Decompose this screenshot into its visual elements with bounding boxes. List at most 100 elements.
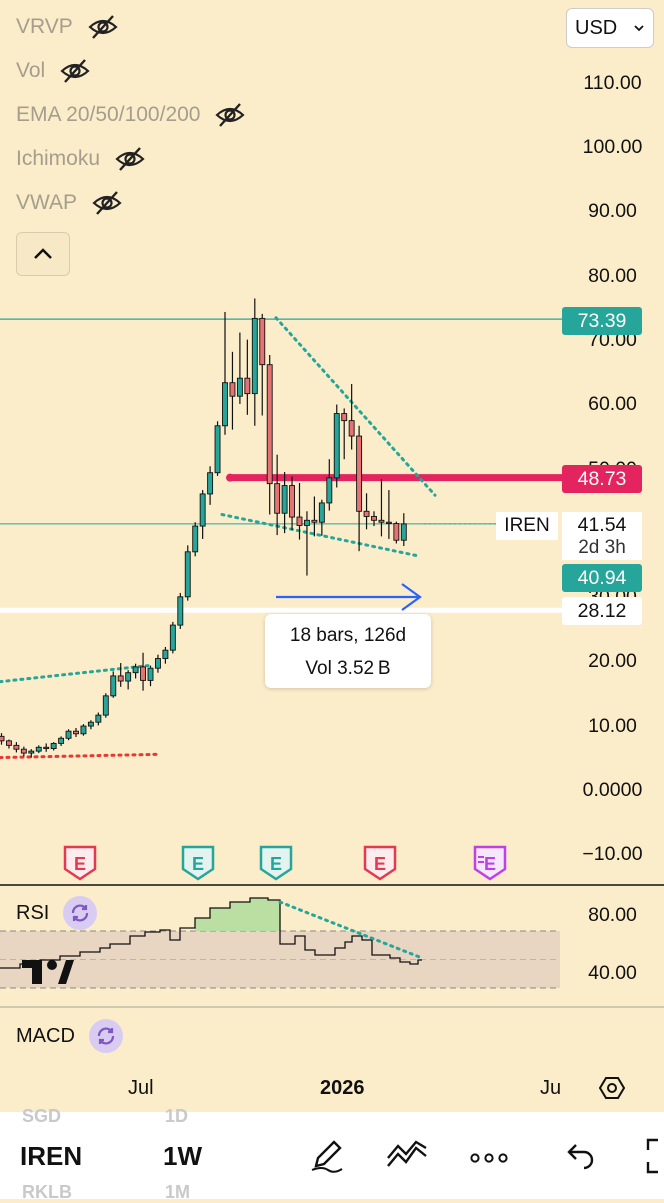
candle[interactable]: [125, 670, 132, 690]
level-anchor[interactable]: [226, 473, 234, 482]
symbol-selector[interactable]: IREN: [20, 1141, 83, 1171]
symbol-next[interactable]: RKLB: [22, 1182, 72, 1202]
eye-off-icon[interactable]: [87, 14, 119, 40]
candle[interactable]: [296, 483, 303, 540]
candle[interactable]: [58, 736, 65, 746]
candle[interactable]: [177, 592, 184, 629]
candle[interactable]: [192, 522, 199, 557]
indicator-row[interactable]: Vol: [16, 58, 91, 84]
eye-off-icon[interactable]: [91, 190, 123, 216]
candle[interactable]: [333, 404, 340, 488]
earnings-letter: E: [74, 854, 86, 874]
undo-icon[interactable]: [566, 1142, 596, 1175]
indicator-row[interactable]: VRVP: [16, 14, 119, 40]
candle[interactable]: [102, 693, 109, 718]
candle[interactable]: [132, 663, 139, 679]
candle[interactable]: [199, 490, 206, 539]
interval-next[interactable]: 1M: [165, 1182, 191, 1202]
interval-selector[interactable]: 1W: [163, 1141, 202, 1171]
candle[interactable]: [5, 739, 12, 749]
level-badge-white[interactable]: 28.12: [562, 597, 642, 625]
earnings-letter: E: [192, 854, 204, 874]
candle[interactable]: [318, 499, 325, 536]
eye-off-icon[interactable]: [59, 58, 91, 84]
draw-pen-icon[interactable]: [308, 1136, 346, 1179]
candle[interactable]: [50, 742, 57, 751]
candle[interactable]: [28, 749, 35, 758]
candle[interactable]: [65, 729, 72, 741]
earnings-marker[interactable]: E: [473, 845, 507, 881]
trendline-resistance[interactable]: [274, 316, 437, 497]
fullscreen-icon[interactable]: [644, 1138, 664, 1179]
candle[interactable]: [385, 490, 392, 539]
candle[interactable]: [281, 472, 288, 534]
candle[interactable]: [251, 298, 258, 426]
candle[interactable]: [363, 493, 370, 530]
indicator-row[interactable]: EMA 20/50/100/200: [16, 102, 246, 128]
candle[interactable]: [289, 476, 295, 530]
level-badge-low[interactable]: 40.94: [562, 564, 642, 592]
chart-settings-icon[interactable]: [598, 1074, 626, 1107]
indicators-icon[interactable]: [386, 1138, 428, 1177]
candle[interactable]: [274, 454, 281, 536]
candle[interactable]: [259, 313, 266, 416]
candle[interactable]: [311, 496, 318, 537]
eye-off-icon[interactable]: [214, 102, 246, 128]
earnings-marker[interactable]: E: [363, 845, 397, 881]
symbol-prev[interactable]: SGD: [22, 1106, 62, 1126]
candle[interactable]: [73, 727, 79, 737]
indicator-label: EMA 20/50/100/200: [16, 103, 201, 126]
candle[interactable]: [80, 724, 87, 736]
earnings-marker[interactable]: E: [259, 845, 293, 881]
eye-off-icon[interactable]: [114, 146, 146, 172]
candle[interactable]: [400, 513, 407, 547]
candle[interactable]: [43, 743, 50, 752]
candle[interactable]: [162, 646, 169, 664]
candle[interactable]: [229, 351, 236, 430]
candle[interactable]: [0, 733, 5, 745]
candle[interactable]: [356, 425, 363, 552]
candle[interactable]: [110, 671, 117, 698]
indicator-row[interactable]: VWAP: [16, 190, 123, 216]
rsi-line[interactable]: [0, 897, 422, 969]
earnings-marker[interactable]: E: [63, 845, 97, 881]
candle[interactable]: [117, 663, 124, 687]
candle[interactable]: [214, 421, 221, 476]
more-icon[interactable]: [470, 1150, 508, 1168]
candle[interactable]: [140, 652, 147, 691]
candle[interactable]: [244, 339, 251, 415]
trendline-support[interactable]: [220, 513, 422, 558]
rsi-trendline[interactable]: [278, 900, 424, 960]
candle[interactable]: [20, 746, 27, 757]
candle[interactable]: [169, 621, 176, 654]
trendline-base[interactable]: [0, 752, 160, 760]
earnings-marker[interactable]: E: [181, 845, 215, 881]
candle[interactable]: [13, 742, 20, 753]
candle[interactable]: [348, 383, 355, 450]
candle[interactable]: [371, 511, 377, 527]
candle[interactable]: [393, 521, 400, 544]
candle[interactable]: [326, 459, 333, 511]
refresh-icon[interactable]: [88, 1019, 123, 1053]
currency-select[interactable]: USD: [566, 8, 654, 48]
candle[interactable]: [207, 466, 214, 505]
candle[interactable]: [184, 545, 191, 601]
level-badge-high[interactable]: 73.39: [562, 307, 642, 335]
candle[interactable]: [35, 745, 42, 754]
level-badge-resistance[interactable]: 48.73: [562, 465, 642, 493]
refresh-icon[interactable]: [63, 896, 98, 930]
candle[interactable]: [266, 355, 273, 515]
collapse-indicators-button[interactable]: [16, 232, 70, 276]
candle[interactable]: [154, 654, 161, 673]
candle[interactable]: [304, 511, 310, 576]
candle[interactable]: [222, 311, 228, 435]
candle[interactable]: [87, 720, 94, 730]
candle[interactable]: [95, 712, 102, 726]
candle[interactable]: [236, 332, 243, 404]
interval-prev[interactable]: 1D: [165, 1106, 189, 1126]
candle[interactable]: [341, 408, 348, 460]
candle[interactable]: [378, 479, 385, 537]
indicator-row[interactable]: Ichimoku: [16, 146, 146, 172]
candle[interactable]: [147, 665, 154, 687]
